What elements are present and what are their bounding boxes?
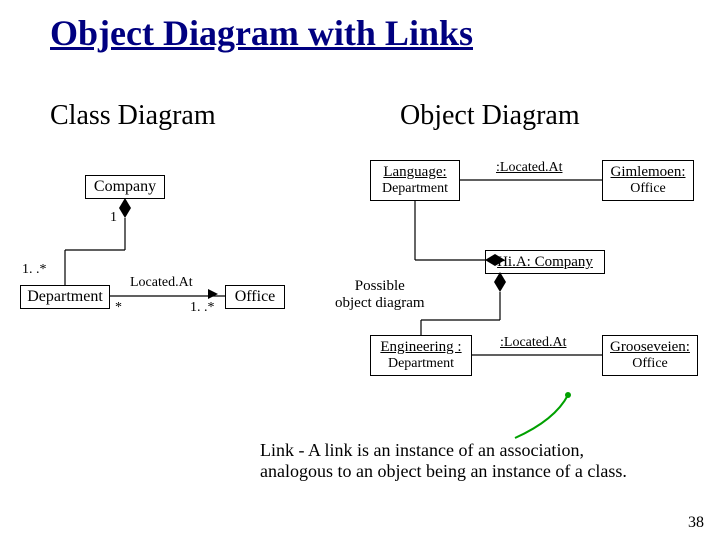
obj-engineering-name: Engineering : — [380, 339, 461, 355]
mult-office-left: 1. .* — [190, 300, 215, 316]
possible-object-diagram-label: Possible object diagram — [335, 278, 425, 312]
obj-grooseveien-type: Office — [607, 356, 693, 373]
mult-company: 1 — [110, 210, 117, 226]
link-label-bottom: :Located.At — [500, 335, 566, 351]
obj-language-type: Department — [375, 181, 455, 198]
obj-hia-company: Hi.A: Company — [485, 250, 605, 274]
class-department-box: Department — [20, 285, 110, 309]
obj-grooseveien: Grooseveien: Office — [602, 335, 698, 376]
link-label-top: :Located.At — [496, 160, 562, 176]
obj-gimlemoen-type: Office — [607, 181, 689, 198]
class-office-box: Office — [225, 285, 285, 309]
obj-engineering: Engineering : Department — [370, 335, 472, 376]
object-diagram-heading: Object Diagram — [400, 100, 580, 132]
obj-gimlemoen-name: Gimlemoen: — [611, 164, 686, 180]
obj-grooseveien-name: Grooseveien: — [610, 339, 690, 355]
obj-hia-name: Hi.A: Company — [497, 254, 593, 270]
slide-title: Object Diagram with Links — [50, 12, 473, 54]
obj-language-name: Language: — [383, 164, 446, 180]
obj-gimlemoen: Gimlemoen: Office — [602, 160, 694, 201]
mult-dept-right: * — [115, 300, 122, 316]
obj-language: Language: Department — [370, 160, 460, 201]
page-number: 38 — [688, 514, 704, 532]
class-diagram-heading: Class Diagram — [50, 100, 216, 132]
obj-engineering-type: Department — [375, 356, 467, 373]
link-definition-caption: Link - A link is an instance of an assoc… — [260, 440, 627, 482]
class-company-box: Company — [85, 175, 165, 199]
mult-dept-top: 1. .* — [22, 262, 47, 278]
association-label: Located.At — [130, 275, 193, 291]
